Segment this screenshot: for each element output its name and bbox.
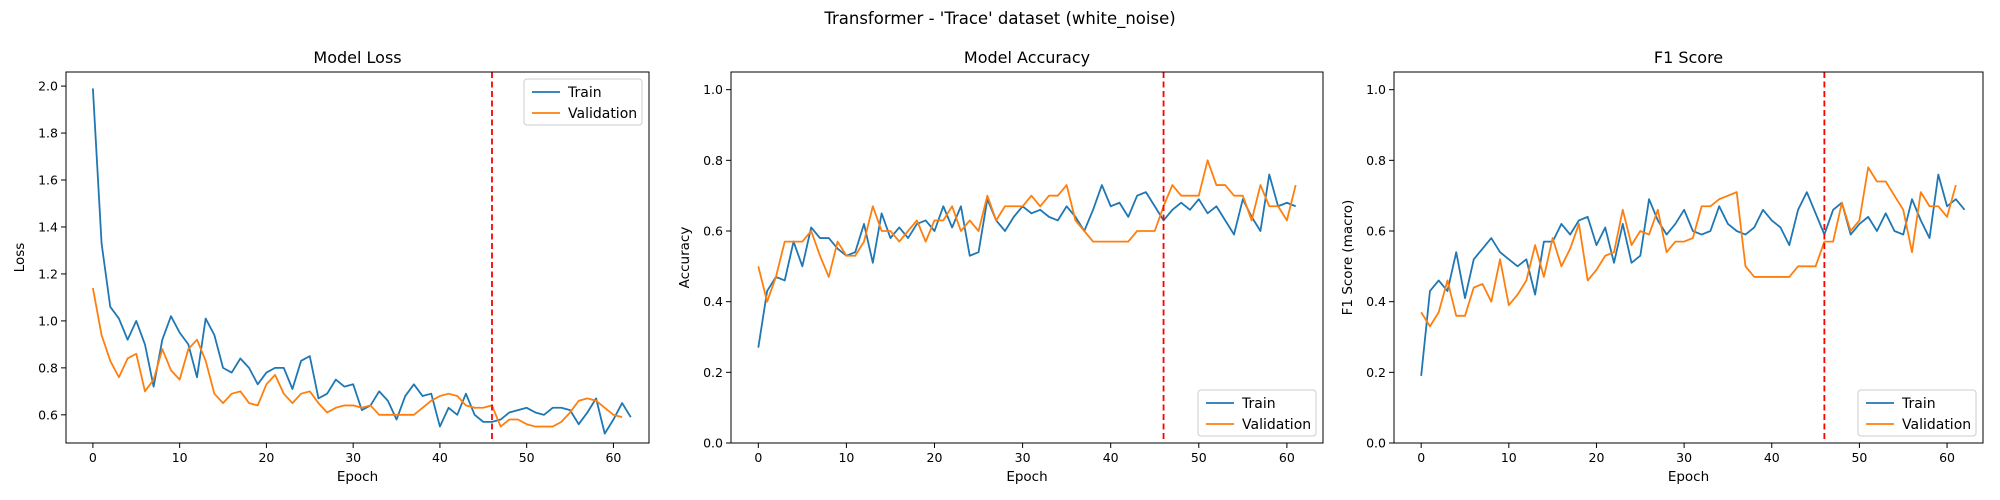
legend: Train Validation	[1197, 389, 1317, 437]
y-tick-label: 0.8	[703, 153, 723, 168]
y-tick-label: 0.8	[38, 360, 58, 375]
panel-title: F1 Score	[1654, 48, 1723, 67]
x-tick-label: 50	[1851, 450, 1867, 465]
panel-3: F1 Score 0 10 20 30 40 50 60 0.0 0.2 0.4 0.6 0.8 1.0 E…	[1340, 48, 1984, 485]
y-tick-label: 0.6	[38, 407, 58, 422]
x-tick-label: 60	[1279, 450, 1295, 465]
legend-label-validation: Validation	[1242, 417, 1311, 433]
figure-title: Transformer - 'Trace' dataset (white_noi…	[823, 9, 1175, 29]
legend-label-validation: Validation	[1902, 417, 1971, 433]
y-tick-label: 0.8	[1366, 153, 1386, 168]
y-tick-label: 0.2	[1366, 365, 1386, 380]
y-tick-label: 0.2	[703, 365, 723, 380]
x-tick-label: 0	[754, 450, 762, 465]
x-tick-label: 50	[519, 450, 535, 465]
x-tick-label: 20	[258, 450, 274, 465]
x-tick-label: 30	[1015, 450, 1031, 465]
x-tick-label: 40	[1764, 450, 1780, 465]
legend-label-train: Train	[1241, 396, 1276, 412]
axes-frame	[1393, 71, 1984, 444]
y-tick-label: 0.4	[703, 294, 723, 309]
series-line-validation	[92, 287, 623, 428]
legend: Train Validation	[1857, 389, 1977, 437]
plot-area	[91, 72, 632, 443]
x-axis-label: Epoch	[1006, 469, 1047, 485]
legend: Train Validation	[523, 78, 643, 126]
y-tick-label: 0.0	[703, 436, 723, 451]
x-tick-label: 20	[927, 450, 943, 465]
y-tick-label: 0.6	[703, 224, 723, 239]
y-tick-label: 1.8	[38, 126, 58, 141]
panel-title: Model Accuracy	[964, 48, 1090, 67]
axes-frame	[65, 71, 650, 444]
panel-title: Model Loss	[313, 48, 401, 67]
y-tick-label: 1.0	[703, 82, 723, 97]
x-tick-label: 10	[1501, 450, 1517, 465]
x-tick-label: 60	[1939, 450, 1955, 465]
y-tick-label: 0.0	[1366, 436, 1386, 451]
x-tick-label: 40	[1103, 450, 1119, 465]
x-tick-label: 60	[605, 450, 621, 465]
legend-label-validation: Validation	[568, 106, 637, 122]
y-tick-label: 0.4	[1366, 294, 1386, 309]
y-axis-label: F1 Score (macro)	[1340, 200, 1356, 316]
y-axis-label: Accuracy	[677, 227, 693, 289]
legend-label-train: Train	[1901, 396, 1936, 412]
series-line-validation	[1420, 166, 1957, 328]
series-line-train	[91, 88, 632, 435]
panel-2: Model Accuracy 0 10 20 30 40 50 60 0.0 0.2 0.4 0.6 0…	[677, 48, 1324, 485]
plot-area	[1420, 72, 1966, 443]
panel-1: Model Loss 0 10 20 30 40 50 60 0.6 0.8 1.0 1.2 1.4 1.…	[12, 48, 650, 485]
axes-frame	[730, 71, 1324, 444]
plot-area	[757, 72, 1297, 443]
series-line-train	[1420, 173, 1966, 376]
x-axis-label: Epoch	[337, 469, 378, 485]
x-axis-label: Epoch	[1668, 469, 1709, 485]
y-tick-label: 1.2	[38, 266, 58, 281]
x-tick-label: 50	[1191, 450, 1207, 465]
x-tick-label: 40	[432, 450, 448, 465]
y-tick-label: 0.6	[1366, 224, 1386, 239]
y-axis-label: Loss	[12, 243, 28, 273]
x-tick-label: 30	[1676, 450, 1692, 465]
x-tick-label: 0	[1417, 450, 1425, 465]
panels: Model Loss 0 10 20 30 40 50 60 0.6 0.8 1.0 1.2 1.4 1.…	[12, 48, 1984, 485]
x-tick-label: 30	[345, 450, 361, 465]
y-tick-label: 1.0	[38, 313, 58, 328]
x-tick-label: 10	[172, 450, 188, 465]
series-line-validation	[757, 159, 1297, 303]
legend-label-train: Train	[567, 85, 602, 101]
y-tick-label: 1.0	[1366, 82, 1386, 97]
x-tick-label: 0	[89, 450, 97, 465]
x-tick-label: 20	[1589, 450, 1605, 465]
x-tick-label: 10	[838, 450, 854, 465]
y-tick-label: 1.4	[38, 219, 58, 234]
y-tick-label: 2.0	[38, 79, 58, 94]
y-tick-label: 1.6	[38, 173, 58, 188]
